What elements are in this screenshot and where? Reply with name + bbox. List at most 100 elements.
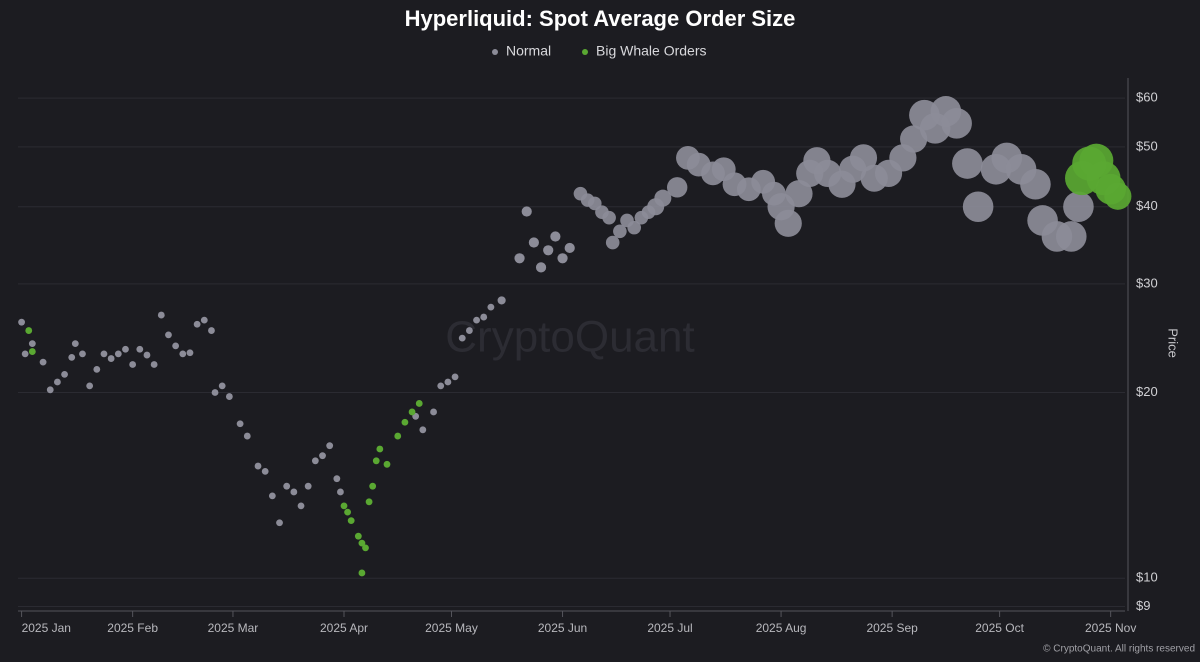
data-point — [666, 177, 688, 198]
data-point — [86, 382, 94, 390]
data-point — [68, 353, 76, 361]
data-point — [521, 206, 532, 217]
x-tick-label: 2025 Sep — [866, 621, 918, 635]
data-point — [100, 350, 108, 358]
data-point — [39, 358, 47, 366]
data-point — [627, 220, 641, 235]
chart-title: Hyperliquid: Spot Average Order Size — [405, 6, 796, 31]
data-point — [962, 191, 994, 223]
data-point — [211, 389, 219, 396]
data-point — [347, 517, 355, 525]
data-point — [849, 144, 878, 172]
data-point — [129, 361, 137, 368]
data-point — [564, 242, 575, 254]
data-point — [369, 482, 377, 490]
data-point — [458, 334, 466, 342]
data-point — [311, 457, 319, 465]
data-point — [319, 452, 326, 460]
data-point — [71, 340, 79, 348]
data-point — [143, 351, 151, 359]
data-point — [1055, 221, 1087, 252]
data-point — [487, 303, 495, 311]
data-point — [1020, 168, 1051, 200]
y-tick-label: $30 — [1136, 275, 1158, 290]
data-point — [268, 492, 276, 500]
data-point — [46, 386, 54, 394]
data-point — [333, 475, 341, 483]
data-point — [419, 426, 427, 434]
x-tick-label: 2025 Aug — [756, 621, 807, 635]
data-point — [21, 350, 29, 358]
data-point — [613, 224, 627, 239]
data-point — [283, 482, 291, 490]
data-point — [437, 382, 445, 390]
y-tick-label: $40 — [1136, 198, 1158, 213]
x-tick-label: 2025 Mar — [208, 621, 259, 635]
data-point — [290, 488, 298, 496]
data-point — [952, 148, 983, 179]
y-axis-label: Price — [1166, 328, 1181, 358]
x-tick-label: 2025 Jul — [647, 621, 692, 635]
data-point — [654, 189, 672, 207]
data-point — [28, 340, 36, 348]
data-point — [236, 420, 244, 428]
legend-label: Big Whale Orders — [596, 43, 706, 59]
x-tick-label: 2025 Feb — [107, 621, 158, 635]
data-point — [401, 418, 409, 426]
data-point — [497, 296, 506, 305]
data-point — [1104, 182, 1132, 210]
x-tick-label: 2025 Apr — [320, 621, 368, 635]
data-point — [528, 237, 539, 248]
x-tick-label: 2025 May — [425, 621, 478, 635]
y-tick-label: $20 — [1136, 384, 1158, 399]
data-point — [79, 350, 86, 358]
data-point — [276, 519, 283, 527]
data-point — [514, 253, 525, 264]
series-1 — [25, 143, 1132, 577]
data-point — [535, 262, 547, 273]
data-point — [1063, 191, 1094, 223]
data-point — [61, 370, 68, 378]
data-point — [200, 316, 208, 324]
data-point — [28, 348, 36, 355]
x-tick-label: 2025 Nov — [1085, 621, 1136, 635]
data-point — [172, 342, 180, 350]
data-point — [208, 327, 215, 334]
data-point — [136, 345, 144, 353]
data-point — [25, 327, 33, 334]
data-point — [444, 378, 452, 386]
data-point — [150, 361, 158, 368]
data-point — [376, 445, 384, 453]
data-point — [193, 320, 201, 328]
y-tick-label: $9 — [1136, 598, 1150, 613]
data-point — [480, 313, 488, 321]
data-point — [602, 210, 616, 225]
data-point — [394, 432, 402, 440]
data-point — [941, 108, 972, 139]
data-point — [254, 462, 262, 470]
data-point — [218, 382, 226, 390]
data-point — [465, 327, 473, 334]
data-point — [107, 355, 115, 362]
data-point — [557, 253, 568, 264]
data-point — [186, 349, 194, 357]
data-point — [54, 378, 61, 386]
legend-marker — [582, 49, 588, 55]
footer: © CryptoQuant. All rights reserved — [1043, 644, 1195, 655]
data-point — [326, 442, 334, 450]
data-point — [383, 460, 391, 468]
data-point — [473, 316, 480, 324]
data-point — [415, 400, 423, 407]
data-point — [297, 502, 305, 510]
data-point — [774, 209, 802, 237]
data-point — [122, 345, 129, 353]
data-point — [243, 432, 251, 440]
data-point — [550, 231, 561, 242]
series-0 — [18, 96, 1094, 527]
data-point — [543, 245, 554, 256]
data-point — [114, 350, 122, 358]
data-point — [354, 532, 362, 540]
x-tick-label: 2025 Jan — [22, 621, 71, 635]
legend-marker — [492, 49, 498, 55]
